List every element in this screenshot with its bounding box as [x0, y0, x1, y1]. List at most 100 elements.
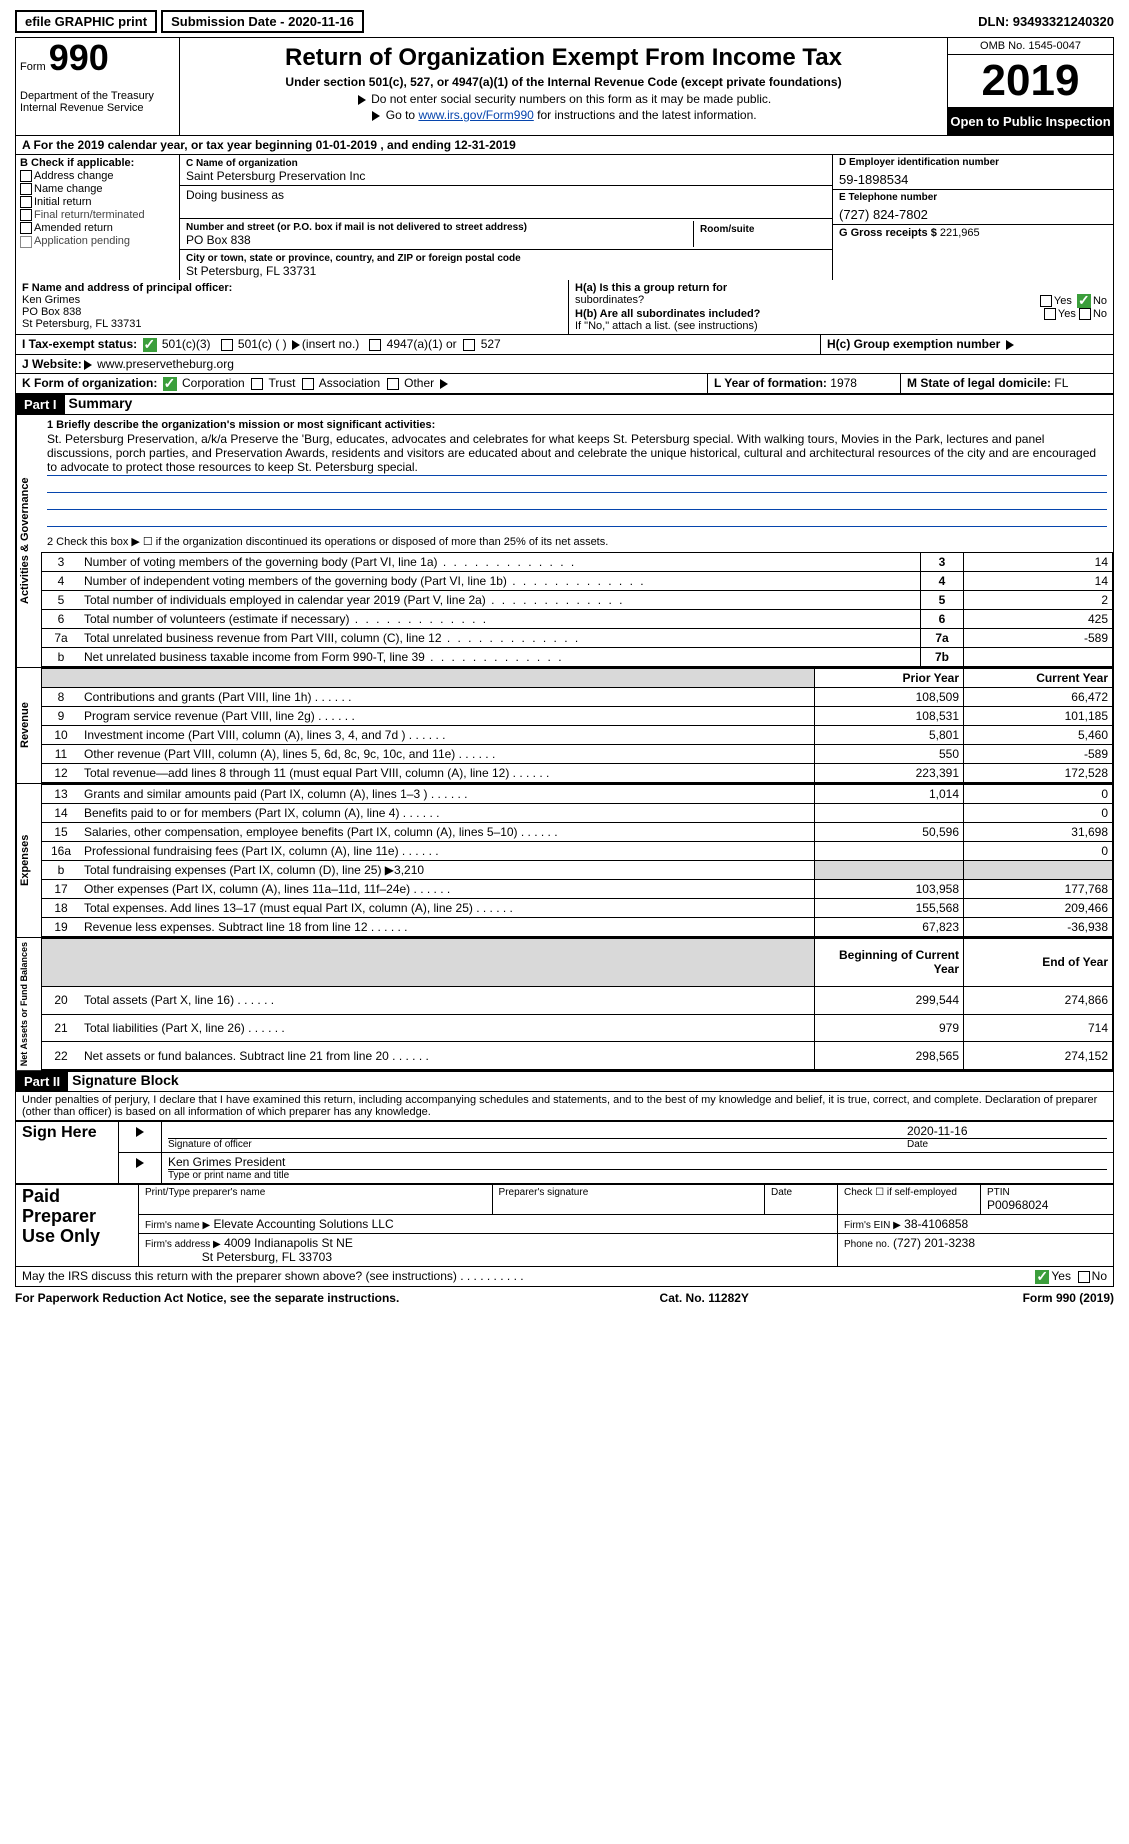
section-i: I Tax-exempt status: 501(c)(3) 501(c) ( …: [15, 335, 1114, 355]
hb-note: If "No," attach a list. (see instruction…: [575, 320, 1107, 332]
paid-preparer-label: Paid Preparer Use Only: [16, 1184, 139, 1266]
officer-name: Ken Grimes: [22, 294, 80, 306]
city-label: City or town, state or province, country…: [186, 253, 521, 264]
table-row: b Total fundraising expenses (Part IX, c…: [42, 860, 1113, 879]
table-row: 22 Net assets or fund balances. Subtract…: [42, 1042, 1113, 1070]
open-to-public: Open to Public Inspection: [948, 108, 1113, 135]
table-row: 12 Total revenue—add lines 8 through 11 …: [42, 763, 1113, 782]
officer-sign-date: 2020-11-16: [907, 1124, 1107, 1139]
pp-date-label: Date: [771, 1187, 831, 1198]
firm-phone-label: Phone no.: [844, 1239, 890, 1250]
firm-name-label: Firm's name ▶: [145, 1220, 210, 1231]
website-value[interactable]: www.preservetheburg.org: [97, 357, 234, 371]
corp-check-icon: [163, 377, 177, 391]
hb-yes[interactable]: Yes: [1058, 308, 1076, 320]
cb-name-change[interactable]: Name change: [34, 183, 103, 195]
footer-right: Form 990 (2019): [934, 1291, 1114, 1305]
firm-addr-label: Firm's address ▶: [145, 1239, 221, 1250]
part1-title: Summary: [69, 395, 133, 414]
opt-assoc[interactable]: Association: [319, 376, 380, 390]
table-row: 4 Number of independent voting members o…: [42, 571, 1113, 590]
pp-sig-label: Preparer's signature: [499, 1187, 758, 1198]
cb-amended-return[interactable]: Amended return: [34, 222, 113, 234]
efile-button[interactable]: efile GRAPHIC print: [15, 10, 157, 33]
ptin-value: P00968024: [987, 1198, 1107, 1212]
table-row: b Net unrelated business taxable income …: [42, 647, 1113, 666]
pp-self-employed[interactable]: Check ☐ if self-employed: [838, 1184, 981, 1214]
ptin-label: PTIN: [987, 1187, 1107, 1198]
cb-application-pending[interactable]: Application pending: [34, 235, 130, 247]
cb-address-change[interactable]: Address change: [34, 170, 114, 182]
tax-year: 2019: [948, 55, 1113, 108]
opt-527[interactable]: 527: [481, 337, 501, 351]
tab-expenses: Expenses: [16, 784, 41, 937]
footer-left: For Paperwork Reduction Act Notice, see …: [15, 1291, 475, 1305]
form-header: Form 990 Department of the Treasury Inte…: [15, 37, 1114, 136]
table-row: 14 Benefits paid to or for members (Part…: [42, 803, 1113, 822]
omb-number: OMB No. 1545-0047: [948, 38, 1113, 55]
part2-title: Signature Block: [72, 1072, 179, 1091]
firm-phone-value: (727) 201-3238: [893, 1236, 975, 1250]
may-irs-yes-check-icon: [1035, 1270, 1049, 1284]
cb-final-return[interactable]: Final return/terminated: [34, 209, 145, 221]
ha-label: H(a) Is this a group return for: [575, 282, 727, 294]
section-bcd: B Check if applicable: Address change Na…: [15, 155, 1114, 280]
ha-yes[interactable]: Yes: [1054, 295, 1072, 307]
k-label: K Form of organization:: [22, 376, 157, 390]
section-b: B Check if applicable: Address change Na…: [16, 155, 180, 280]
form-label: Form: [20, 61, 46, 73]
top-bar: efile GRAPHIC print Submission Date - 20…: [15, 10, 1114, 33]
cb-initial-return[interactable]: Initial return: [34, 196, 91, 208]
may-irs-row: May the IRS discuss this return with the…: [15, 1267, 1114, 1287]
phone-value: (727) 824-7802: [839, 207, 1107, 222]
hb-no[interactable]: No: [1093, 308, 1107, 320]
sign-here-block: Sign Here 2020-11-16 Signature of office…: [15, 1121, 1114, 1184]
firm-addr2: St Petersburg, FL 33703: [202, 1250, 332, 1264]
section-fh: F Name and address of principal officer:…: [15, 280, 1114, 335]
may-irs-yes[interactable]: Yes: [1051, 1269, 1071, 1283]
501c3-check-icon: [143, 338, 157, 352]
part1-num: Part I: [16, 395, 65, 414]
tab-governance: Activities & Governance: [16, 415, 41, 667]
firm-name-value: Elevate Accounting Solutions LLC: [214, 1217, 394, 1231]
footer: For Paperwork Reduction Act Notice, see …: [15, 1291, 1114, 1305]
gross-value: 221,965: [940, 227, 980, 239]
net-assets-table: Beginning of Current YearEnd of Year 20 …: [41, 938, 1113, 1070]
sign-here-label: Sign Here: [16, 1121, 119, 1183]
governance-table: 3 Number of voting members of the govern…: [41, 552, 1113, 667]
b-header: B Check if applicable:: [20, 157, 134, 169]
pp-name-label: Print/Type preparer's name: [145, 1187, 486, 1198]
officer-signature-line[interactable]: [168, 1124, 907, 1139]
opt-4947[interactable]: 4947(a)(1) or: [387, 337, 457, 351]
ein-label: D Employer identification number: [839, 157, 1107, 168]
table-row: 20 Total assets (Part X, line 16) 299,54…: [42, 986, 1113, 1014]
opt-corp[interactable]: Corporation: [182, 376, 245, 390]
q1-label: 1 Briefly describe the organization's mi…: [47, 419, 435, 431]
opt-501c[interactable]: 501(c) ( ): [238, 337, 287, 351]
tab-revenue: Revenue: [16, 668, 41, 783]
dba-label: Doing business as: [186, 188, 284, 202]
firm-ein-label: Firm's EIN ▶: [844, 1220, 901, 1231]
instructions-link[interactable]: www.irs.gov/Form990: [418, 108, 533, 122]
may-irs-no[interactable]: No: [1092, 1269, 1107, 1283]
firm-ein-value: 38-4106858: [904, 1217, 968, 1231]
opt-other[interactable]: Other: [404, 376, 434, 390]
street-value: PO Box 838: [186, 233, 251, 247]
org-name: Saint Petersburg Preservation Inc: [186, 169, 365, 183]
part2-header: Part II Signature Block: [15, 1071, 1114, 1092]
table-row: 19 Revenue less expenses. Subtract line …: [42, 917, 1113, 936]
part1-header: Part I Summary: [15, 394, 1114, 415]
opt-trust[interactable]: Trust: [269, 376, 296, 390]
expenses-table: 13 Grants and similar amounts paid (Part…: [41, 784, 1113, 937]
name-pointer-icon: [136, 1158, 144, 1168]
section-klm: K Form of organization: Corporation Trus…: [15, 374, 1114, 394]
insert-no: (insert no.): [302, 337, 359, 351]
officer-typed-name: Ken Grimes President: [168, 1155, 1107, 1170]
opt-501c3[interactable]: 501(c)(3): [162, 337, 211, 351]
firm-addr1: 4009 Indianapolis St NE: [224, 1236, 353, 1250]
m-value: FL: [1054, 376, 1068, 390]
table-row: 7a Total unrelated business revenue from…: [42, 628, 1113, 647]
q2-label: 2 Check this box ▶ ☐ if the organization…: [47, 535, 1107, 548]
ha-no[interactable]: No: [1093, 295, 1107, 307]
org-name-label: C Name of organization: [186, 158, 298, 169]
